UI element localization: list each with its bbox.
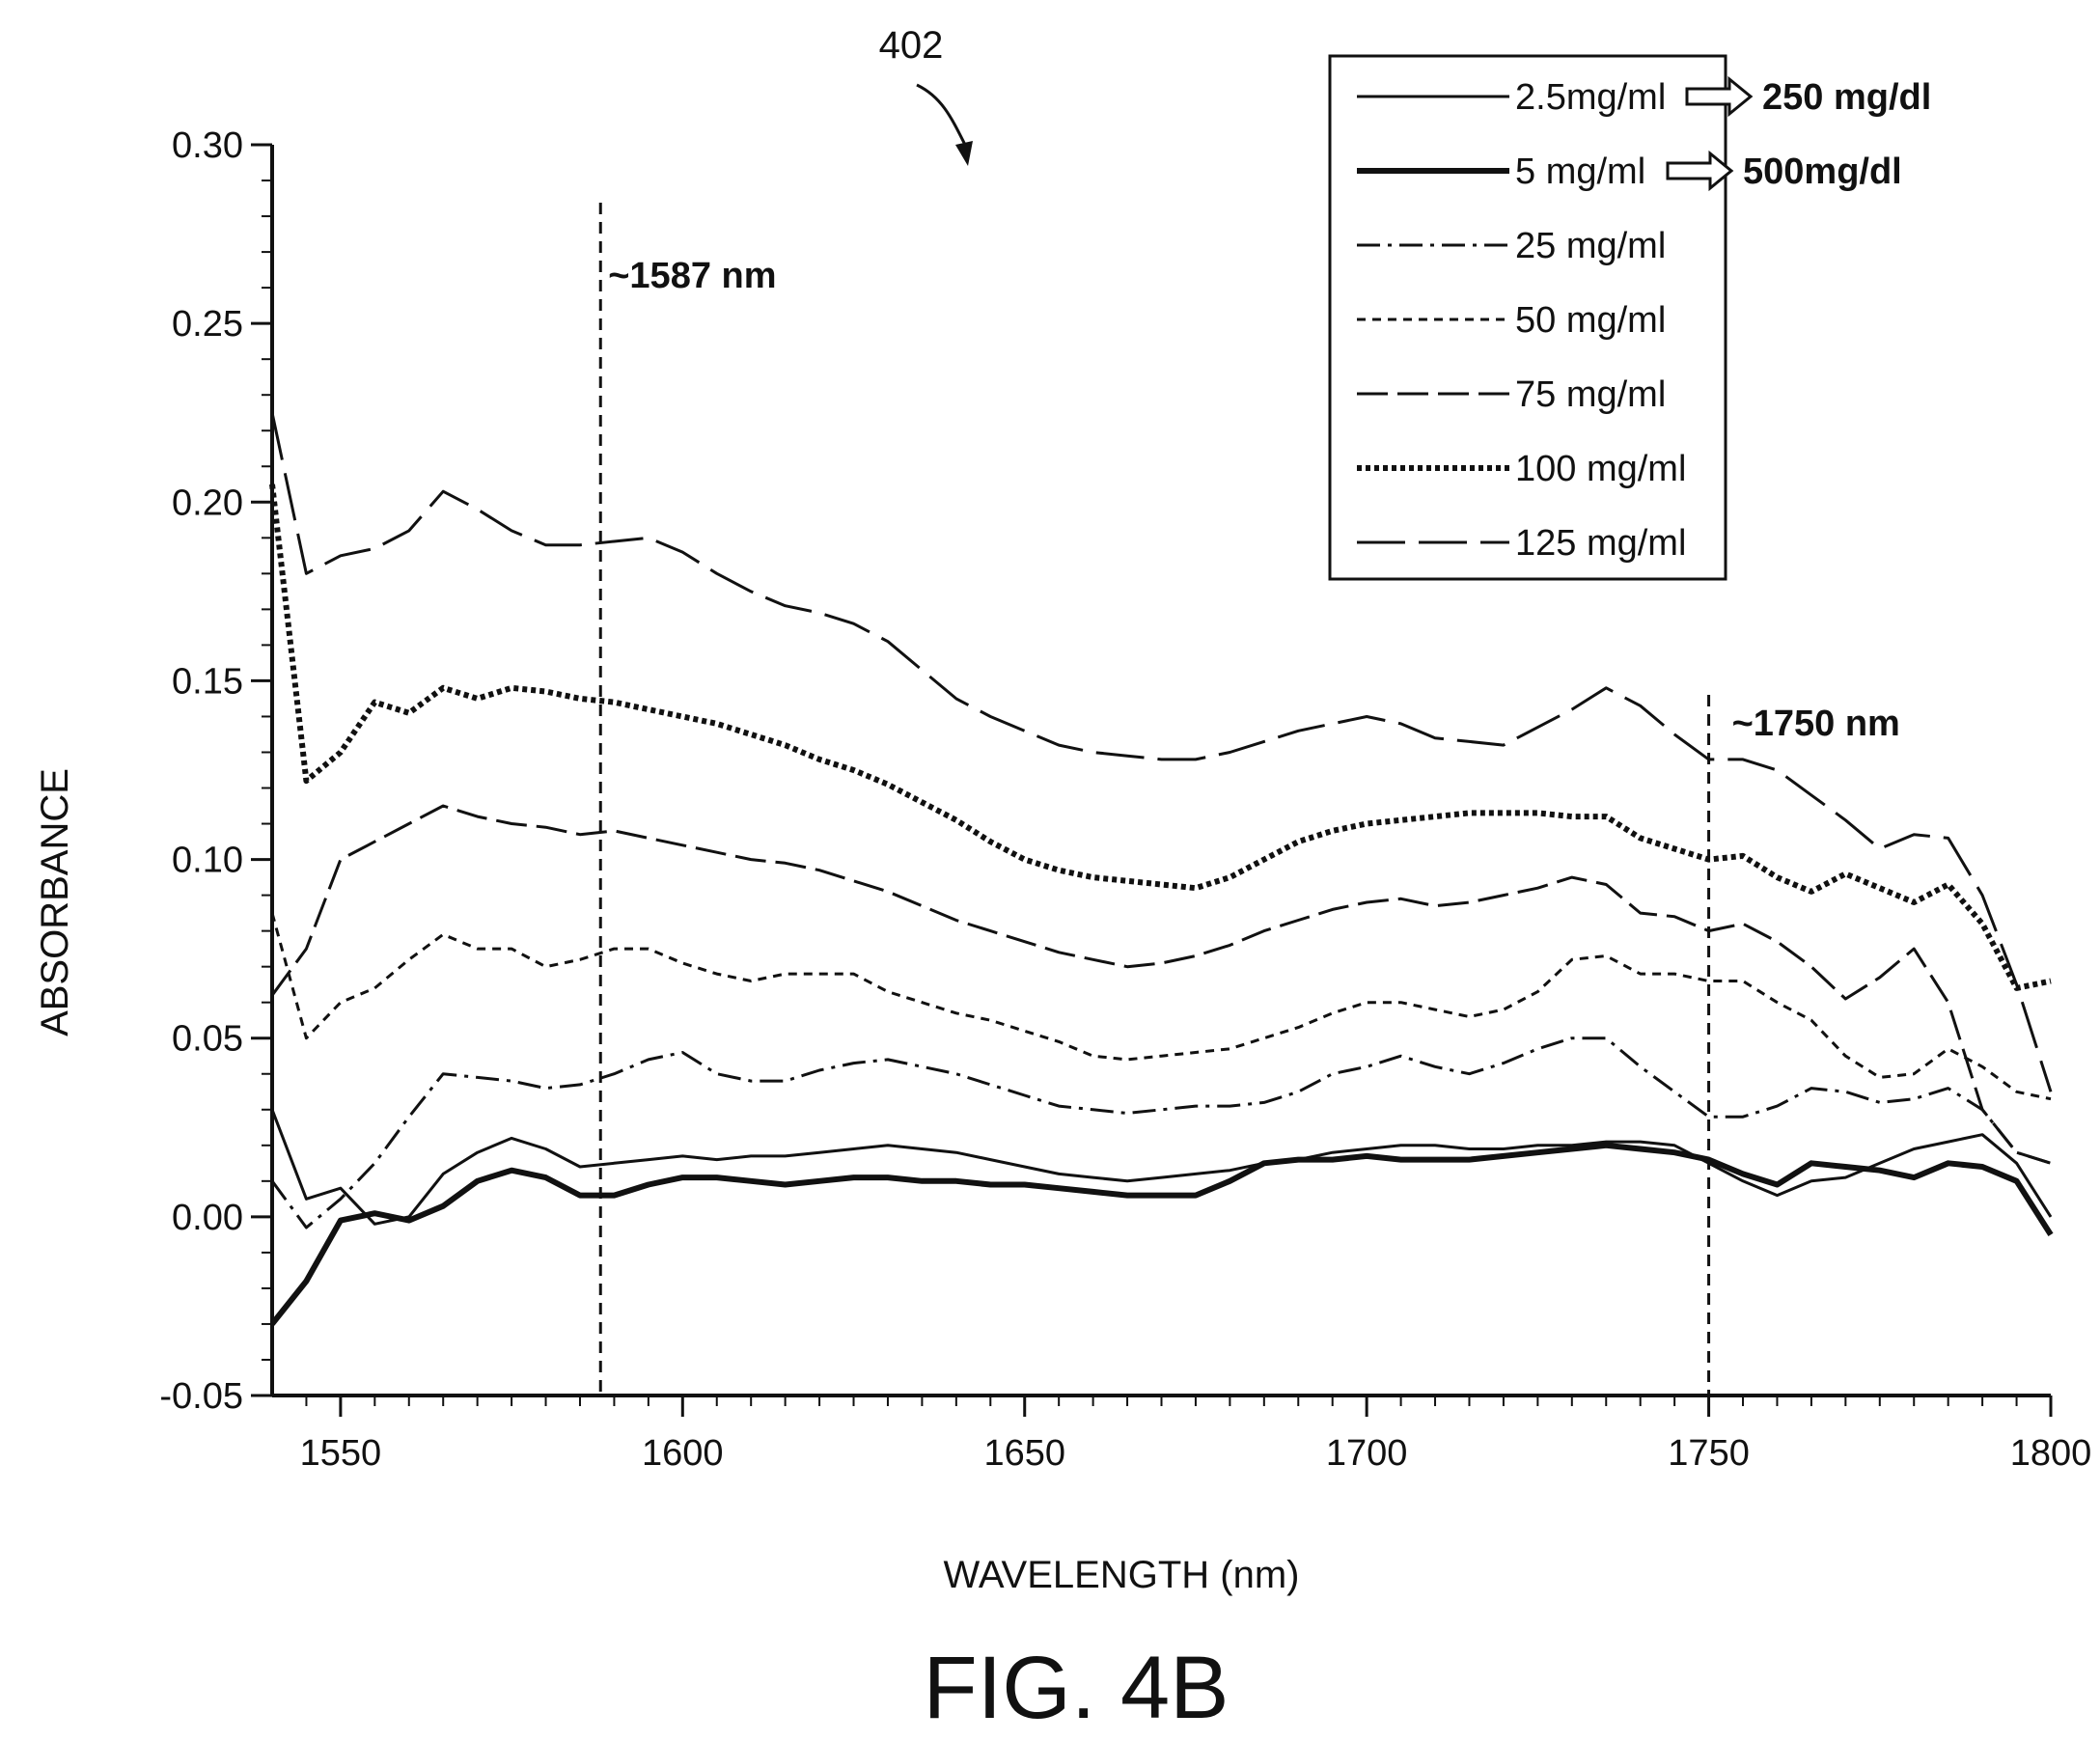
x-tick-label: 1800 xyxy=(2010,1433,2092,1474)
series-line xyxy=(269,484,2052,991)
x-tick-label: 1750 xyxy=(1668,1433,1750,1474)
series-4 xyxy=(270,804,2052,1165)
legend: 2.5mg/ml 250 mg/dl 5 mg/ml 500mg/dl 25 mg/ml… xyxy=(1328,54,1931,581)
series-line xyxy=(270,412,2053,1092)
y-tick-label: 0.10 xyxy=(172,841,243,881)
legend-label: 25 mg/ml xyxy=(1515,226,1666,266)
reference-arrow xyxy=(916,83,967,146)
series-5 xyxy=(269,484,2052,991)
series-0 xyxy=(270,1109,2053,1226)
series-line xyxy=(270,1109,2053,1226)
conversion-label: 500mg/dl xyxy=(1743,152,1902,192)
reference-line-label: ~1750 nm xyxy=(1732,704,1900,744)
axes: -0.05 0.00 0.05 0.10 0.15 0.20 0.25 0.30 1550 160… xyxy=(159,125,2091,1474)
y-tick-label: 0.25 xyxy=(172,304,243,345)
reference-arrowhead xyxy=(955,141,973,166)
x-tick-label: 1600 xyxy=(642,1433,724,1474)
legend-label: 75 mg/ml xyxy=(1515,374,1666,415)
reference-line-label: ~1587 nm xyxy=(608,256,776,296)
x-axis-title: WAVELENGTH (nm) xyxy=(944,1554,1300,1596)
y-tick-label: 0.15 xyxy=(172,661,243,702)
y-tick-label: 0.30 xyxy=(172,125,243,166)
series-1 xyxy=(269,1142,2054,1326)
conversion-arrow-icon xyxy=(1685,75,1754,118)
series-3 xyxy=(270,912,2052,1101)
conversion-label: 250 mg/dl xyxy=(1762,77,1931,118)
legend-label: 50 mg/ml xyxy=(1515,300,1666,341)
series-2 xyxy=(270,1036,2052,1230)
legend-label: 100 mg/ml xyxy=(1515,449,1686,489)
y-tick-label: 0.20 xyxy=(172,483,243,523)
series-6 xyxy=(270,412,2053,1092)
series-line xyxy=(270,804,2052,1165)
x-tick-label: 1700 xyxy=(1326,1433,1408,1474)
y-tick-label: -0.05 xyxy=(159,1376,243,1417)
series-layer xyxy=(269,412,2054,1326)
legend-label: 5 mg/ml xyxy=(1515,152,1645,192)
series-line xyxy=(270,1036,2052,1230)
conversion-arrow-icon xyxy=(1666,150,1734,192)
series-line xyxy=(270,912,2052,1101)
figure-label: FIG. 4B xyxy=(924,1639,1230,1737)
x-tick-label: 1550 xyxy=(300,1433,382,1474)
figure-reference-number: 402 xyxy=(879,24,944,67)
legend-box xyxy=(1328,54,1727,581)
legend-label: 125 mg/ml xyxy=(1515,523,1686,564)
y-tick-label: 0.05 xyxy=(172,1019,243,1060)
legend-label: 2.5mg/ml xyxy=(1515,77,1666,118)
y-axis-title: ABSORBANCE xyxy=(34,768,76,1036)
x-tick-label: 1650 xyxy=(983,1433,1065,1474)
series-line xyxy=(269,1142,2054,1326)
y-tick-label: 0.00 xyxy=(172,1198,243,1238)
